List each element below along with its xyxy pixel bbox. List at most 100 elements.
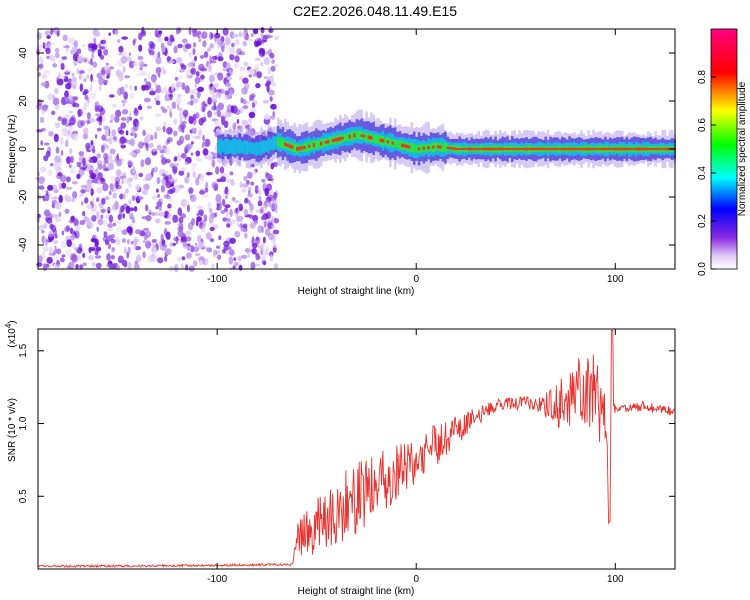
- heatmap-cell: [59, 137, 64, 146]
- heatmap-cell: [108, 243, 111, 250]
- heatmap-cell: [177, 43, 183, 49]
- heatmap-cell: [188, 187, 194, 195]
- heatmap-cell: [319, 141, 323, 146]
- heatmap-cell: [204, 103, 208, 107]
- heatmap-cell: [61, 128, 68, 133]
- heatmap-cell: [98, 77, 104, 86]
- heatmap-cell: [73, 60, 78, 67]
- heatmap-cell: [137, 55, 144, 61]
- spectrogram-x-label: Height of straight line (km): [298, 286, 415, 297]
- heatmap-cell: [577, 147, 581, 151]
- heatmap-cell: [174, 162, 179, 167]
- heatmap-cell: [88, 246, 92, 254]
- heatmap-cell: [225, 81, 229, 87]
- heatmap-cell: [236, 220, 240, 227]
- heatmap-cell: [44, 42, 48, 47]
- heatmap-cell: [219, 166, 225, 174]
- heatmap-cell: [97, 218, 104, 226]
- heatmap-cell: [355, 131, 359, 139]
- heatmap-cell: [61, 56, 68, 60]
- heatmap-cell: [178, 170, 185, 176]
- heatmap-cell: [256, 71, 263, 79]
- heatmap-cell: [46, 256, 53, 264]
- heatmap-cell: [417, 147, 421, 151]
- heatmap-cell: [179, 63, 185, 67]
- heatmap-cell: [230, 54, 235, 61]
- colorbar-label: Normalized spectral amplitude: [737, 81, 748, 216]
- heatmap-cell: [458, 148, 461, 151]
- heatmap-cell: [43, 142, 50, 146]
- heatmap-cell: [68, 219, 74, 224]
- heatmap-cell: [86, 120, 91, 125]
- colorbar-tick-label: 0.2: [697, 214, 708, 228]
- heatmap-cell: [211, 55, 218, 61]
- heatmap-cell: [56, 30, 60, 37]
- heatmap-cell: [258, 195, 262, 201]
- heatmap-cell: [251, 247, 257, 255]
- heatmap-cell: [254, 249, 258, 256]
- heatmap-cell: [192, 171, 197, 178]
- heatmap-cell: [67, 37, 73, 43]
- heatmap-cell: [585, 147, 588, 151]
- heatmap-cell: [153, 166, 159, 173]
- heatmap-cell: [86, 217, 90, 223]
- heatmap-cell: [188, 116, 194, 124]
- heatmap-cell: [599, 147, 602, 151]
- heatmap-cell: [243, 101, 251, 105]
- heatmap-cell: [191, 127, 195, 134]
- heatmap-cell: [188, 51, 193, 58]
- heatmap-cell: [132, 165, 136, 174]
- heatmap-cell: [69, 116, 77, 126]
- heatmap-cell: [228, 246, 232, 251]
- heatmap-cell: [126, 251, 130, 259]
- heatmap-cell: [241, 119, 249, 127]
- heatmap-cell: [55, 217, 62, 223]
- heatmap-cell: [55, 123, 60, 129]
- heatmap-cell: [249, 221, 256, 229]
- heatmap-cell: [165, 248, 172, 256]
- heatmap-cell: [196, 216, 203, 222]
- heatmap-cell: [209, 86, 216, 95]
- heatmap-cell: [331, 138, 335, 143]
- heatmap-cell: [69, 148, 73, 154]
- heatmap-cell: [59, 162, 62, 166]
- heatmap-cell: [95, 255, 102, 259]
- heatmap-cell: [184, 144, 191, 153]
- heatmap-cell: [666, 147, 669, 151]
- snr-y-multiplier: (x104): [4, 320, 18, 347]
- heatmap-cell: [520, 147, 524, 151]
- heatmap-cell: [270, 202, 276, 211]
- heatmap-cell: [52, 94, 56, 101]
- heatmap-cell: [142, 240, 149, 244]
- heatmap-cell: [214, 32, 221, 39]
- heatmap-cell: [115, 109, 122, 118]
- heatmap-cell: [118, 45, 124, 53]
- heatmap-cell: [155, 205, 159, 210]
- heatmap-cell: [264, 140, 268, 152]
- heatmap-cell: [202, 134, 205, 142]
- heatmap-cell: [303, 145, 306, 150]
- spectrogram-y-ticks: -40 -20 0 20 40: [18, 47, 675, 252]
- heatmap-cell: [67, 95, 74, 104]
- heatmap-cell: [126, 116, 130, 124]
- heatmap-cell: [76, 161, 81, 167]
- heatmap-cell: [561, 147, 564, 151]
- heatmap-cell: [532, 147, 536, 151]
- heatmap-cell: [384, 137, 387, 145]
- heatmap-cell: [393, 139, 397, 148]
- heatmap-cell: [134, 229, 142, 235]
- heatmap-cell: [54, 88, 59, 94]
- heatmap-cell: [135, 72, 142, 77]
- heatmap-cell: [372, 134, 375, 143]
- heatmap-cell: [132, 242, 137, 251]
- heatmap-cell: [64, 90, 69, 98]
- heatmap-cell: [39, 116, 45, 124]
- heatmap-cell: [215, 196, 221, 204]
- heatmap-cell: [386, 140, 390, 144]
- heatmap-cell: [215, 166, 220, 175]
- heatmap-cell: [82, 252, 86, 258]
- heatmap-cell: [102, 163, 107, 172]
- heatmap-cell: [225, 36, 230, 43]
- heatmap-cell: [616, 147, 619, 151]
- heatmap-cell: [434, 142, 438, 152]
